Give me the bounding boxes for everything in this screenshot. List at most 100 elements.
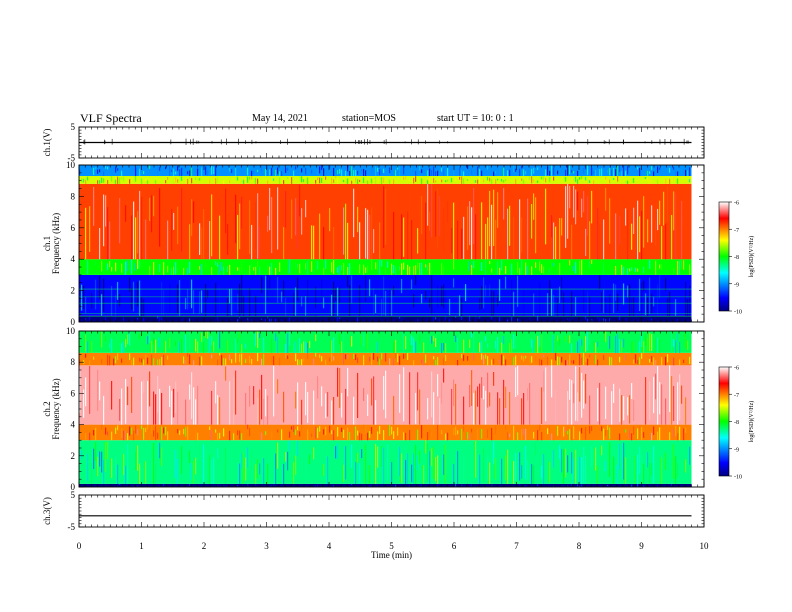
spectrogram-streak bbox=[415, 318, 417, 322]
spectrogram-streak bbox=[649, 332, 651, 352]
spectrogram-streak bbox=[343, 319, 345, 322]
spectrogram-streak bbox=[609, 335, 611, 349]
spectrogram-streak bbox=[595, 485, 597, 487]
spectrogram-streak bbox=[219, 215, 221, 260]
spectrogram-streak bbox=[495, 425, 497, 435]
spectrogram-streak bbox=[519, 484, 521, 486]
spectrogram-streak bbox=[159, 316, 161, 322]
spectrogram-streak bbox=[265, 168, 267, 176]
spectrogram-streak bbox=[479, 383, 481, 425]
spectrogram-streak bbox=[609, 318, 611, 322]
spectrogram-streak bbox=[537, 167, 539, 170]
spectrogram-streak bbox=[573, 319, 575, 321]
spectrogram-streak bbox=[289, 331, 291, 346]
colorbar-tick-label: -7 bbox=[734, 393, 739, 399]
spectrogram-streak bbox=[179, 341, 181, 353]
spectrogram-streak bbox=[513, 334, 515, 349]
spectrogram-streak bbox=[565, 360, 567, 366]
spectrogram-streak bbox=[639, 278, 641, 312]
spectrogram-streak bbox=[281, 484, 283, 486]
spectrogram-streak bbox=[85, 377, 87, 407]
spectrogram-streak bbox=[549, 425, 551, 434]
spectrogram-streak bbox=[621, 395, 623, 425]
spectrogram-streak bbox=[239, 331, 241, 339]
spectrogram-streak bbox=[139, 463, 141, 484]
spectrogram-streak bbox=[621, 317, 623, 322]
spectrogram-streak bbox=[689, 317, 691, 322]
spectrogram-streak bbox=[569, 299, 571, 316]
spectrogram-streak bbox=[515, 168, 517, 172]
spectrogram-streak bbox=[153, 358, 155, 366]
spectrogram-streak bbox=[445, 354, 447, 362]
spectrogram-streak bbox=[417, 429, 419, 441]
spectrogram-streak bbox=[337, 267, 339, 273]
spectrogram-streak bbox=[241, 261, 243, 273]
spectrogram-streak bbox=[373, 229, 375, 254]
spectrogram-streak bbox=[295, 391, 297, 409]
spectrogram-streak bbox=[655, 220, 657, 247]
spectrogram-streak bbox=[525, 171, 527, 175]
spectrogram-streak bbox=[247, 176, 249, 183]
spectrogram-streak bbox=[239, 463, 241, 484]
spectrogram-streak bbox=[367, 394, 369, 417]
spectrogram-streak bbox=[163, 170, 165, 176]
spectrogram-streak bbox=[329, 485, 331, 487]
spectrogram-streak bbox=[177, 428, 179, 434]
spectrogram-streak bbox=[145, 461, 147, 484]
spectrogram-streak bbox=[297, 426, 299, 431]
spectrogram-streak bbox=[559, 218, 561, 260]
spectrogram-streak bbox=[135, 451, 137, 471]
spectrogram-streak bbox=[435, 317, 437, 320]
spectrogram-streak bbox=[443, 357, 445, 366]
spectrogram-streak bbox=[215, 317, 217, 322]
spectrogram-streak bbox=[251, 224, 253, 260]
spectrogram-streak bbox=[433, 335, 435, 342]
spectrogram-streak bbox=[643, 341, 645, 353]
spectrogram-streak bbox=[525, 262, 527, 275]
spectrogram-streak bbox=[457, 485, 459, 487]
spectrogram-streak bbox=[513, 425, 515, 441]
spectrogram-streak bbox=[379, 484, 381, 487]
spectrogram-streak bbox=[81, 358, 83, 365]
spectrogram-streak bbox=[377, 341, 379, 353]
spectrogram-streak bbox=[531, 168, 533, 176]
spectrogram-streak bbox=[575, 261, 577, 274]
spectrogram-streak bbox=[361, 335, 363, 346]
spectrogram-streak bbox=[517, 432, 519, 441]
spectrogram-streak bbox=[131, 360, 133, 366]
spectrogram-streak bbox=[483, 355, 485, 365]
spectrogram-streak bbox=[513, 356, 515, 366]
spectrogram-streak bbox=[557, 356, 559, 366]
spectrogram-streak bbox=[445, 444, 447, 484]
spectrogram-streak bbox=[545, 178, 547, 183]
spectrogram-streak bbox=[217, 395, 219, 425]
spectrogram-streak bbox=[443, 284, 445, 309]
spectrogram-streak bbox=[639, 341, 641, 353]
spectrogram-streak bbox=[525, 428, 527, 441]
spectrogram-streak bbox=[551, 215, 553, 238]
spectrogram-streak bbox=[483, 386, 485, 400]
spectrogram-streak bbox=[389, 179, 391, 184]
spectrogram-streak bbox=[651, 334, 653, 351]
spectrogram-streak bbox=[191, 463, 193, 480]
spectrogram-streak bbox=[351, 483, 353, 486]
spectrogram-streak bbox=[191, 178, 193, 184]
spectrogram-streak bbox=[457, 220, 459, 260]
spectrogram-streak bbox=[173, 266, 175, 275]
y-tick-label: 0 bbox=[71, 482, 76, 492]
spectrogram-streak bbox=[181, 339, 183, 353]
spectrogram-streak bbox=[581, 484, 583, 487]
spectrogram-streak bbox=[301, 318, 303, 322]
spectrogram-streak bbox=[659, 200, 661, 225]
spectrogram-streak bbox=[587, 331, 589, 351]
spectrogram-streak bbox=[189, 224, 191, 260]
spectrogram-streak bbox=[587, 165, 589, 176]
spectrogram-streak bbox=[509, 169, 511, 176]
spectrogram-streak bbox=[175, 484, 177, 486]
spectrogram-streak bbox=[577, 191, 579, 211]
spectrogram-streak bbox=[93, 187, 95, 226]
spectrogram-streak bbox=[363, 168, 365, 176]
spectrogram-streak bbox=[263, 398, 265, 425]
spectrogram-streak bbox=[331, 400, 333, 425]
spectrogram-streak bbox=[471, 332, 473, 338]
